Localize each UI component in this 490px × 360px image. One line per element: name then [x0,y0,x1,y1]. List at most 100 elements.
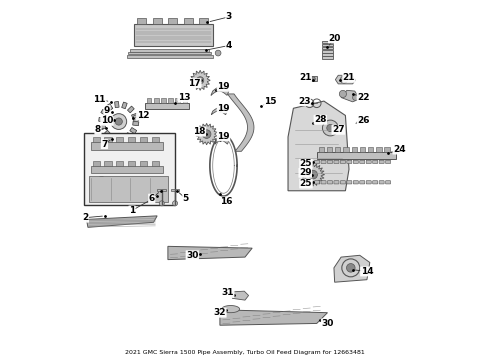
Polygon shape [302,163,324,186]
Polygon shape [133,121,139,126]
Polygon shape [140,137,147,142]
Polygon shape [227,94,254,151]
Circle shape [202,130,211,138]
Polygon shape [168,18,177,24]
Circle shape [346,264,355,272]
Polygon shape [110,134,116,141]
FancyBboxPatch shape [334,160,339,163]
Polygon shape [196,123,217,145]
Polygon shape [147,98,151,103]
Text: 9: 9 [104,105,110,114]
Text: 23: 23 [298,96,311,105]
FancyBboxPatch shape [353,181,358,184]
Polygon shape [137,18,147,24]
Polygon shape [126,55,213,58]
Circle shape [98,176,105,184]
Circle shape [172,201,177,206]
Text: 30: 30 [321,319,334,328]
Text: 13: 13 [178,93,190,102]
Circle shape [111,114,126,130]
Text: 19: 19 [217,132,230,141]
Polygon shape [322,53,333,56]
Text: 25: 25 [300,179,312,188]
Polygon shape [130,49,209,51]
Polygon shape [222,306,240,313]
Text: 4: 4 [226,41,232,50]
FancyBboxPatch shape [373,181,378,184]
Text: 15: 15 [264,96,276,105]
Text: 20: 20 [328,34,341,43]
Text: 21: 21 [343,73,355,82]
Polygon shape [161,98,166,103]
FancyBboxPatch shape [84,134,175,205]
Circle shape [327,125,334,132]
Polygon shape [220,310,327,325]
Text: 28: 28 [314,115,326,124]
Polygon shape [119,135,123,141]
Polygon shape [341,90,360,102]
FancyBboxPatch shape [327,160,333,163]
FancyBboxPatch shape [366,181,371,184]
Polygon shape [153,18,162,24]
Polygon shape [190,70,210,90]
Polygon shape [103,130,110,137]
FancyBboxPatch shape [373,160,378,163]
Text: 12: 12 [137,111,149,120]
FancyBboxPatch shape [360,160,365,163]
Polygon shape [327,147,332,152]
FancyBboxPatch shape [341,181,345,184]
Polygon shape [99,125,106,130]
Polygon shape [98,117,105,122]
Polygon shape [128,161,135,166]
FancyBboxPatch shape [386,181,391,184]
Polygon shape [101,109,108,116]
Polygon shape [125,132,131,139]
FancyBboxPatch shape [347,181,352,184]
Polygon shape [171,189,179,192]
Text: 3: 3 [226,12,232,21]
Circle shape [341,76,347,83]
Text: 19: 19 [217,82,230,91]
Text: 29: 29 [299,168,312,177]
Polygon shape [335,75,355,84]
Polygon shape [351,147,357,152]
Polygon shape [115,102,119,108]
Text: 6: 6 [148,194,155,203]
Polygon shape [288,101,349,191]
Polygon shape [116,137,123,142]
Circle shape [215,50,221,56]
Polygon shape [199,18,208,24]
Polygon shape [211,108,227,115]
Polygon shape [184,18,193,24]
Polygon shape [104,137,112,142]
Polygon shape [93,137,100,142]
Polygon shape [132,113,138,119]
Polygon shape [122,102,127,109]
Text: 27: 27 [332,125,344,134]
Text: 19: 19 [217,104,230,113]
Polygon shape [152,161,159,166]
Text: 7: 7 [101,140,108,149]
Text: 26: 26 [357,116,369,125]
Circle shape [115,118,122,125]
Circle shape [159,201,164,206]
Polygon shape [232,291,248,300]
Polygon shape [322,50,333,53]
FancyBboxPatch shape [379,160,384,163]
Text: 17: 17 [189,79,201,88]
Polygon shape [140,161,147,166]
Text: 1: 1 [129,206,135,215]
Text: 21: 21 [299,73,312,82]
Circle shape [196,77,204,84]
Text: 2021 GMC Sierra 1500 Pipe Assembly, Turbo Oil Feed Diagram for 12663481: 2021 GMC Sierra 1500 Pipe Assembly, Turb… [125,350,365,355]
Polygon shape [360,147,365,152]
Polygon shape [91,142,163,149]
Text: 24: 24 [393,145,406,154]
Polygon shape [322,47,333,49]
Circle shape [311,77,315,81]
Circle shape [322,120,338,136]
Text: 8: 8 [95,125,101,134]
Polygon shape [130,127,137,134]
Polygon shape [116,161,123,166]
Text: 31: 31 [221,288,234,297]
